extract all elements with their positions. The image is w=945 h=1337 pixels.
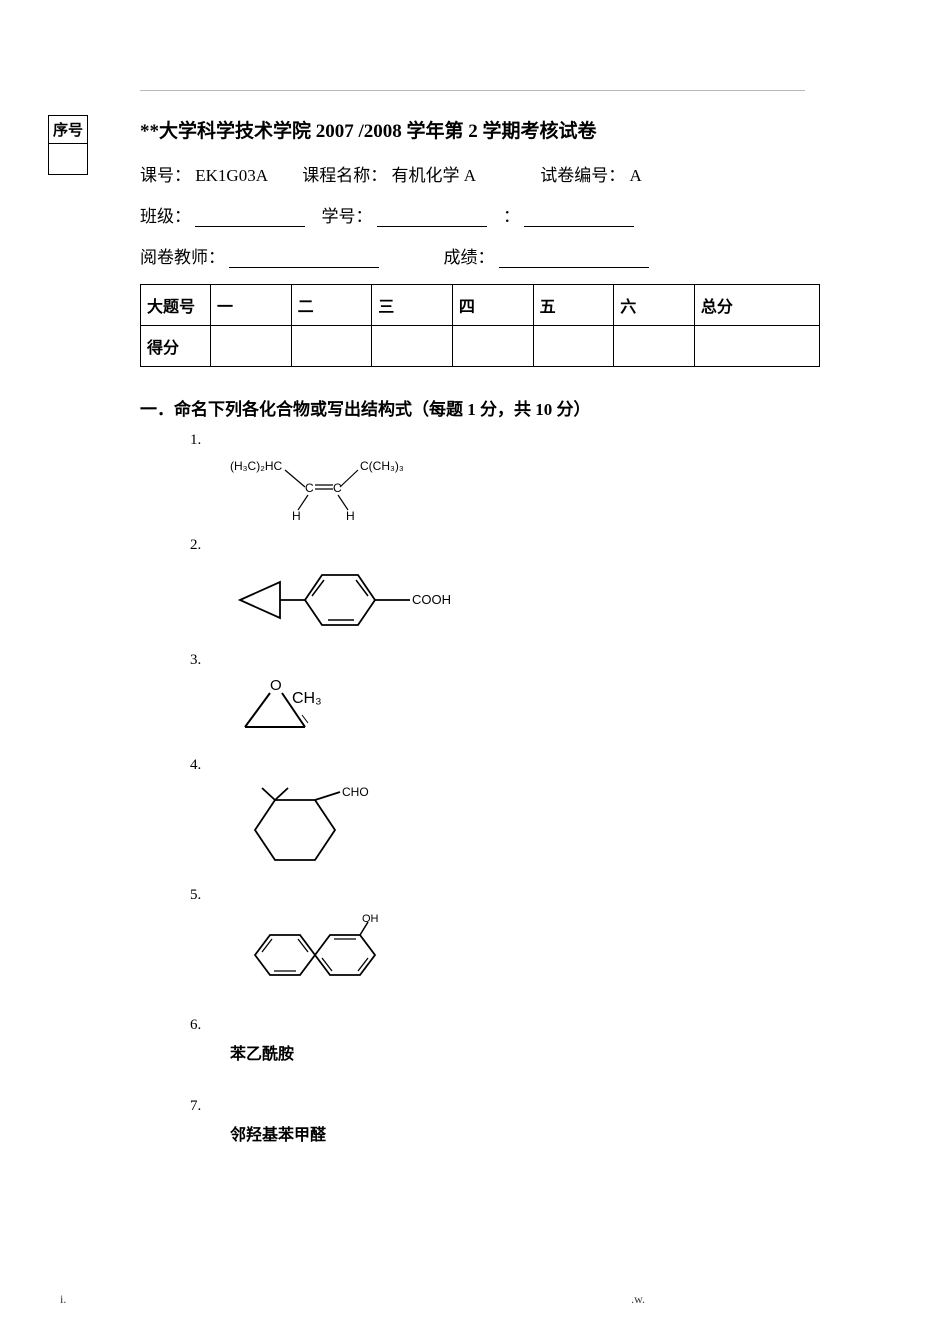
table-row: 大题号 一 二 三 四 五 六 总分 (141, 285, 820, 326)
score-cell[interactable] (372, 326, 453, 367)
course-name: 有机化学 A (391, 166, 476, 185)
q4-number: 4. (190, 757, 845, 774)
course-code: EK1G03A (195, 166, 268, 185)
q7-text: 邻羟基苯甲醛 (230, 1121, 845, 1145)
q6-number: 6. (190, 1017, 845, 1034)
q2-cooh-label: COOH (412, 592, 451, 607)
score-cell[interactable] (211, 326, 292, 367)
q7-number: 7. (190, 1098, 845, 1115)
q4-cho-label: CHO (342, 785, 369, 799)
exam-title: **大学科学技术学院 2007 /2008 学年第 2 学期考核试卷 (140, 116, 845, 143)
table-row: 得分 (141, 326, 820, 367)
cyclopropyl-benzene-icon: COOH (230, 560, 490, 640)
question-7: 7. 邻羟基苯甲醛 (190, 1098, 845, 1145)
col-1: 一 (211, 285, 292, 326)
section-1-title: 一．命名下列各化合物或写出结构式（每题 1 分，共 10 分） (140, 395, 845, 420)
question-3: 3. O CH₃ (190, 652, 845, 745)
q5-oh-label: OH (362, 913, 379, 925)
grader-input[interactable] (229, 250, 379, 268)
q3-number: 3. (190, 652, 845, 669)
epoxide-icon: O CH₃ (230, 675, 380, 745)
col-5: 五 (533, 285, 614, 326)
question-4: 4. CHO (190, 757, 845, 875)
q1-number: 1. (190, 432, 845, 449)
paper-code: A (630, 166, 642, 185)
name-input[interactable] (524, 209, 634, 227)
svg-text:C: C (305, 481, 314, 495)
naphthol-icon: OH (230, 910, 400, 1005)
grader-line: 阅卷教师： 成绩： (140, 243, 845, 268)
cyclohexane-cho-icon: CHO (230, 780, 410, 875)
alkene-structure-icon: (H₃C)₂HC C(CH₃)₃ C C H H (230, 455, 450, 525)
score-table: 大题号 一 二 三 四 五 六 总分 得分 (140, 284, 820, 367)
question-2: 2. COOH (190, 537, 845, 640)
question-6: 6. 苯乙酰胺 (190, 1017, 845, 1064)
question-1: 1. (H₃C)₂HC C(CH₃)₃ C C H H (190, 432, 845, 525)
sequence-box: 序号 (48, 115, 88, 175)
score-cell[interactable] (694, 326, 819, 367)
col-4: 四 (452, 285, 533, 326)
q2-structure: COOH (190, 560, 845, 640)
q6-text: 苯乙酰胺 (230, 1040, 845, 1064)
class-input[interactable] (195, 209, 305, 227)
footer-right: .w. (631, 1292, 645, 1307)
q1-h-right: H (346, 509, 355, 523)
score-cell[interactable] (291, 326, 372, 367)
score-cell[interactable] (533, 326, 614, 367)
paper-code-label: 试卷编号： (540, 166, 625, 185)
q1-right-label: C(CH₃)₃ (360, 459, 404, 473)
svg-text:C: C (333, 481, 342, 495)
course-line: 课号： EK1G03A 课程名称： 有机化学 A 试卷编号： A (140, 161, 845, 186)
sequence-value (49, 144, 87, 174)
sequence-label: 序号 (49, 116, 87, 144)
score-cell[interactable] (452, 326, 533, 367)
score-input[interactable] (499, 250, 649, 268)
q5-structure: OH (190, 910, 845, 1005)
col-total: 总分 (694, 285, 819, 326)
main-content: **大学科学技术学院 2007 /2008 学年第 2 学期考核试卷 课号： E… (140, 116, 845, 1157)
q1-left-label: (H₃C)₂HC (230, 459, 283, 473)
student-line: 班级： 学号： ： (140, 202, 845, 227)
col-2: 二 (291, 285, 372, 326)
col-6: 六 (614, 285, 695, 326)
q2-number: 2. (190, 537, 845, 554)
score-row-label: 得分 (141, 326, 211, 367)
question-5: 5. OH (190, 887, 845, 1005)
q3-structure: O CH₃ (190, 675, 845, 745)
q3-o-label: O (270, 677, 282, 694)
question-list: 1. (H₃C)₂HC C(CH₃)₃ C C H H (140, 432, 845, 1145)
col-3: 三 (372, 285, 453, 326)
class-label: 班级： (140, 207, 191, 226)
q5-number: 5. (190, 887, 845, 904)
student-id-label: 学号： (322, 207, 373, 226)
course-code-label: 课号： (140, 166, 191, 185)
q1-h-left: H (292, 509, 301, 523)
q3-ch3-label: CH₃ (292, 690, 322, 707)
course-name-label: 课程名称： (302, 166, 387, 185)
score-cell[interactable] (614, 326, 695, 367)
row-header: 大题号 (141, 285, 211, 326)
score-label: 成绩： (444, 248, 495, 267)
q4-structure: CHO (190, 780, 845, 875)
q1-structure: (H₃C)₂HC C(CH₃)₃ C C H H (190, 455, 845, 525)
sep-colon: ： (503, 207, 520, 226)
grader-label: 阅卷教师： (140, 248, 225, 267)
student-id-input[interactable] (377, 209, 487, 227)
footer-left: i. (60, 1292, 66, 1307)
top-ruler (140, 90, 805, 91)
